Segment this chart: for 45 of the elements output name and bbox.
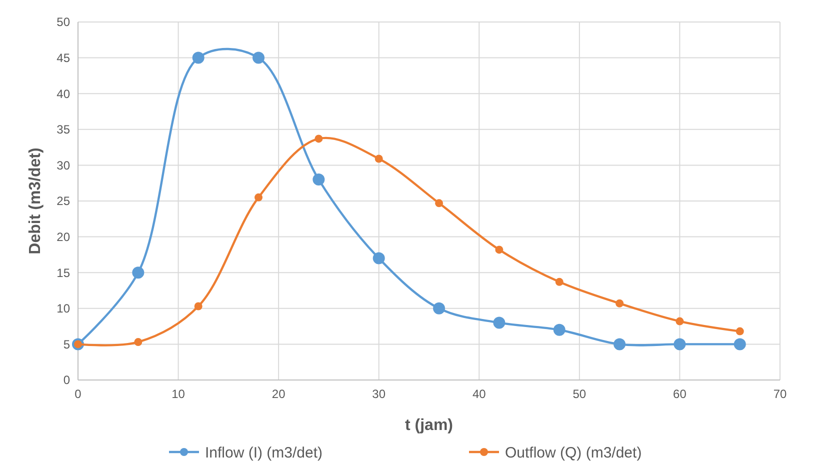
x-tick-label: 60: [673, 387, 687, 401]
x-tick-label: 50: [572, 387, 586, 401]
point: [734, 338, 746, 350]
point: [553, 324, 566, 336]
y-tick-label: 10: [56, 302, 70, 316]
y-tick-label: 25: [56, 194, 70, 208]
point: [495, 246, 504, 254]
point: [433, 302, 446, 314]
point: [132, 266, 144, 279]
point: [674, 338, 686, 350]
y-tick-label: 50: [56, 15, 70, 30]
y-tick-label: 40: [56, 86, 70, 101]
point: [555, 278, 564, 286]
point: [676, 317, 684, 326]
legend-label: Inflow (I) (m3/det): [205, 444, 323, 462]
x-tick-label: 0: [74, 387, 82, 401]
point: [435, 199, 444, 208]
point: [372, 252, 385, 264]
x-tick-label: 10: [172, 387, 186, 401]
point: [194, 302, 202, 310]
point: [254, 193, 263, 202]
point: [314, 134, 323, 143]
x-tick-label: 20: [272, 387, 286, 401]
y-tick-label: 0: [63, 373, 70, 388]
y-tick-label: 45: [56, 51, 70, 65]
x-tick-label: 30: [372, 387, 386, 401]
legend-label: Outflow (Q) (m3/det): [505, 444, 642, 462]
point: [252, 52, 265, 64]
point: [616, 299, 624, 308]
point: [493, 316, 506, 329]
point: [736, 327, 744, 336]
y-tick-label: 20: [56, 230, 70, 244]
point: [134, 338, 142, 346]
y-tick-label: 35: [56, 122, 70, 137]
point: [192, 52, 204, 64]
point: [614, 338, 626, 350]
x-axis-title: t (jam): [405, 417, 453, 434]
y-axis-title: Debit (m3/det): [27, 148, 44, 254]
x-tick-label: 70: [773, 387, 787, 401]
point: [312, 174, 325, 186]
y-tick-label: 15: [56, 266, 70, 280]
y-tick-label: 30: [56, 158, 70, 172]
point: [374, 154, 383, 163]
y-tick-label: 5: [63, 337, 70, 352]
x-tick-label: 40: [472, 387, 486, 401]
